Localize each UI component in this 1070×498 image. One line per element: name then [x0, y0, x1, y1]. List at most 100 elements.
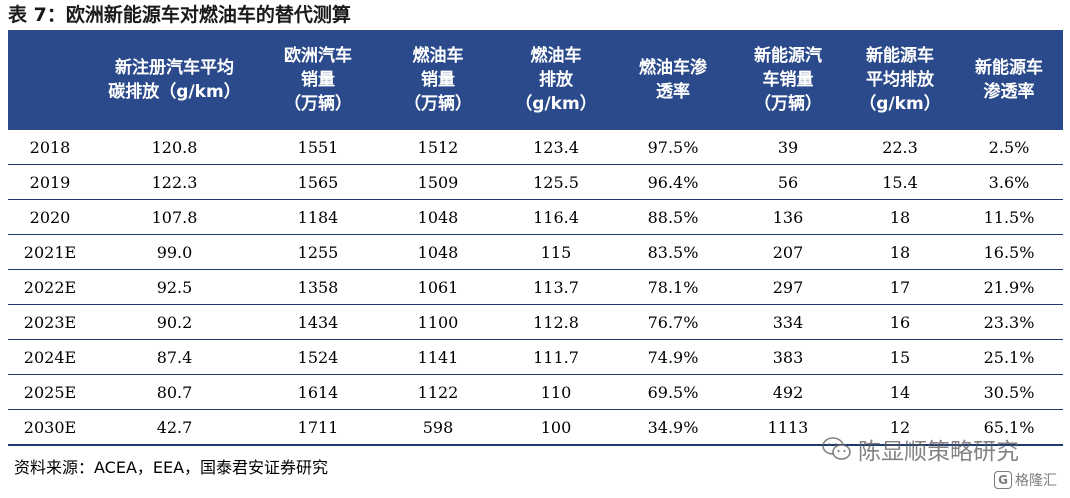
table-cell: 125.5	[497, 164, 615, 200]
watermark-text: 陈显顺策略研究	[858, 439, 1019, 465]
table-cell: 115	[497, 234, 615, 270]
table-cell: 1100	[379, 304, 497, 340]
table-cell: 25.1%	[955, 339, 1063, 375]
table-cell: 110	[497, 374, 615, 410]
table-cell: 21.9%	[955, 269, 1063, 305]
table-cell: 92.5	[92, 269, 257, 305]
table-row: 2025E 80.7 1614 1122 110 69.5% 492 14 30.5%	[8, 374, 1063, 410]
column-header: 燃油车 销量 （万辆）	[379, 30, 497, 130]
table-cell: 1565	[257, 164, 379, 200]
table-cell: 1512	[379, 130, 497, 165]
table-cell: 1434	[257, 304, 379, 340]
table-cell: 34.9%	[615, 409, 731, 446]
table-row: 2022E 92.5 1358 1061 113.7 78.1% 297 17 21.9%	[8, 269, 1063, 305]
table-cell: 87.4	[92, 339, 257, 375]
column-header: 新注册汽车平均 碳排放（g/km）	[92, 30, 257, 130]
table-cell: 69.5%	[615, 374, 731, 410]
table-cell: 123.4	[497, 130, 615, 165]
row-year-cell: 2019	[8, 164, 92, 200]
table-cell: 107.8	[92, 199, 257, 235]
table-cell: 90.2	[92, 304, 257, 340]
table-cell: 12	[845, 409, 955, 446]
table-row: 2024E 87.4 1524 1141 111.7 74.9% 383 15 25.1%	[8, 339, 1063, 375]
table-row: 2019 122.3 1565 1509 125.5 96.4% 56 15.4 3.6%	[8, 164, 1063, 200]
table-cell: 1122	[379, 374, 497, 410]
table-cell: 15	[845, 339, 955, 375]
table-cell: 1061	[379, 269, 497, 305]
gelonghui-badge: G 格隆汇	[994, 468, 1057, 492]
table-row: 2023E 90.2 1434 1100 112.8 76.7% 334 16 23.3%	[8, 304, 1063, 340]
table-cell: 111.7	[497, 339, 615, 375]
table-cell: 492	[731, 374, 845, 410]
table-cell: 1614	[257, 374, 379, 410]
column-header: 新能源车 平均排放 （g/km）	[845, 30, 955, 130]
table-cell: 78.1%	[615, 269, 731, 305]
table-cell: 83.5%	[615, 234, 731, 270]
table-header-row: 新注册汽车平均 碳排放（g/km） 欧洲汽车 销量 （万辆） 燃油车 销量 （万…	[8, 30, 1063, 130]
table-cell: 18	[845, 199, 955, 235]
table-cell: 1711	[257, 409, 379, 446]
table-cell: 97.5%	[615, 130, 731, 165]
column-header: 新能源车 渗透率	[955, 30, 1063, 130]
row-year-cell: 2023E	[8, 304, 92, 340]
table-cell: 598	[379, 409, 497, 446]
wechat-icon	[822, 437, 851, 460]
table-cell: 122.3	[92, 164, 257, 200]
table-cell: 1048	[379, 199, 497, 235]
table-cell: 1141	[379, 339, 497, 375]
row-year-cell: 2018	[8, 130, 92, 165]
table-cell: 30.5%	[955, 374, 1063, 410]
badge-text: 格隆汇	[1015, 473, 1057, 489]
table-cell: 56	[731, 164, 845, 200]
table-cell: 16	[845, 304, 955, 340]
table-cell: 80.7	[92, 374, 257, 410]
gelonghui-logo-icon: G	[994, 471, 1012, 489]
table-cell: 1255	[257, 234, 379, 270]
table-cell: 1551	[257, 130, 379, 165]
table-cell: 15.4	[845, 164, 955, 200]
emissions-table: 新注册汽车平均 碳排放（g/km） 欧洲汽车 销量 （万辆） 燃油车 销量 （万…	[8, 30, 1063, 446]
table-cell: 383	[731, 339, 845, 375]
row-year-cell: 2024E	[8, 339, 92, 375]
source-note: 资料来源：ACEA，EEA，国泰君安证券研究	[14, 458, 329, 477]
table-cell: 42.7	[92, 409, 257, 446]
table-cell: 14	[845, 374, 955, 410]
table-cell: 297	[731, 269, 845, 305]
table-cell: 136	[731, 199, 845, 235]
row-year-cell: 2020	[8, 199, 92, 235]
table-cell: 88.5%	[615, 199, 731, 235]
table-cell: 23.3%	[955, 304, 1063, 340]
table-cell: 334	[731, 304, 845, 340]
table-row: 2030E 42.7 1711 598 100 34.9% 1113 12 65.1%	[8, 409, 1063, 446]
column-header: 燃油车 排放 （g/km）	[497, 30, 615, 130]
table-cell: 100	[497, 409, 615, 446]
table-cell: 17	[845, 269, 955, 305]
table-title: 表 7：欧洲新能源车对燃油车的替代测算	[8, 4, 351, 26]
table-cell: 207	[731, 234, 845, 270]
table-cell: 65.1%	[955, 409, 1063, 446]
table-cell: 112.8	[497, 304, 615, 340]
table-cell: 99.0	[92, 234, 257, 270]
row-year-cell: 2022E	[8, 269, 92, 305]
table-row: 2018 120.8 1551 1512 123.4 97.5% 39 22.3 2.5%	[8, 130, 1063, 165]
table-cell: 1048	[379, 234, 497, 270]
table-cell: 3.6%	[955, 164, 1063, 200]
table-cell: 1524	[257, 339, 379, 375]
table-cell: 39	[731, 130, 845, 165]
row-year-cell: 2030E	[8, 409, 92, 446]
table-cell: 116.4	[497, 199, 615, 235]
column-header: 燃油车渗 透率	[615, 30, 731, 130]
column-header: 新能源汽 车销量 （万辆）	[731, 30, 845, 130]
table-cell: 11.5%	[955, 199, 1063, 235]
table-cell: 16.5%	[955, 234, 1063, 270]
table-row: 2021E 99.0 1255 1048 115 83.5% 207 18 16.5%	[8, 234, 1063, 270]
table-cell: 1509	[379, 164, 497, 200]
table-row: 2020 107.8 1184 1048 116.4 88.5% 136 18 11.5%	[8, 199, 1063, 235]
table-cell: 22.3	[845, 130, 955, 165]
table-cell: 1358	[257, 269, 379, 305]
row-year-cell: 2025E	[8, 374, 92, 410]
table-cell: 96.4%	[615, 164, 731, 200]
watermark: 陈显顺策略研究	[822, 432, 1019, 466]
table-cell: 120.8	[92, 130, 257, 165]
column-header: 欧洲汽车 销量 （万辆）	[257, 30, 379, 130]
